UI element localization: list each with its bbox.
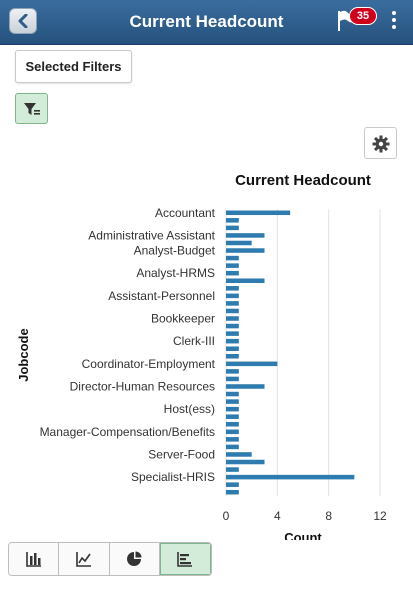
gear-icon (372, 135, 390, 153)
bar[interactable] (226, 421, 239, 427)
y-tick-label: Coordinator-Employment (82, 357, 216, 371)
bar[interactable] (226, 218, 239, 223)
bar[interactable] (226, 286, 239, 291)
chart-settings-button[interactable] (364, 127, 397, 159)
y-tick-label: Manager-Compensation/Benefits (40, 425, 215, 439)
y-tick-label: Bookkeeper (151, 312, 215, 326)
x-tick-label: 8 (325, 509, 332, 523)
pie-chart-button[interactable] (109, 543, 160, 575)
bar[interactable] (226, 406, 239, 412)
bar[interactable] (226, 308, 239, 314)
bar[interactable] (226, 482, 239, 487)
bar[interactable] (226, 248, 265, 253)
horizontal-bar-chart-button[interactable] (159, 543, 211, 575)
y-tick-label: Director-Human Resources (70, 379, 215, 393)
bar[interactable] (226, 293, 239, 299)
y-tick-label: Analyst-HRMS (136, 266, 215, 280)
pie-chart-icon (127, 551, 142, 566)
bar[interactable] (226, 459, 265, 465)
bar[interactable] (226, 414, 239, 419)
y-tick-label: Server-Food (148, 447, 215, 461)
bar[interactable] (226, 369, 239, 374)
bar[interactable] (226, 270, 239, 276)
chart-type-selector (8, 542, 212, 576)
chevron-left-icon (18, 14, 28, 28)
headcount-bar-chart: Current Headcount Accountant Administrati… (16, 172, 387, 540)
bar[interactable] (226, 331, 239, 336)
bar[interactable] (226, 376, 239, 382)
x-tick-label: 0 (223, 509, 230, 523)
y-tick-label: Administrative Assistant (88, 228, 215, 242)
bar[interactable] (226, 444, 239, 450)
bar[interactable] (226, 391, 239, 397)
y-tick-label: Host(ess) (164, 402, 215, 416)
bar[interactable] (226, 301, 239, 306)
bar[interactable] (226, 316, 239, 321)
bar[interactable] (226, 429, 239, 435)
bar[interactable] (226, 467, 239, 472)
bar[interactable] (226, 225, 239, 231)
app-header: Current Headcount 35 (0, 0, 413, 45)
line-chart-icon (76, 552, 91, 567)
bar[interactable] (226, 278, 265, 284)
bar[interactable] (226, 452, 252, 457)
bar[interactable] (226, 437, 239, 442)
y-tick-label: Clerk-III (173, 334, 215, 348)
y-tick-label: Assistant-Personnel (108, 289, 215, 303)
line-chart-button[interactable] (59, 543, 110, 575)
bar[interactable] (226, 346, 239, 351)
bar[interactable] (226, 338, 239, 344)
back-button[interactable] (9, 8, 37, 34)
bar[interactable] (226, 210, 291, 216)
filter-toggle-button[interactable] (15, 93, 48, 124)
y-axis-title: Jobcode (16, 328, 31, 381)
bar[interactable] (226, 399, 239, 404)
x-tick-label: 4 (274, 509, 281, 523)
bar[interactable] (226, 240, 252, 246)
selected-filters-button[interactable]: Selected Filters (15, 50, 132, 83)
kebab-menu-icon[interactable] (391, 11, 397, 32)
bar-chart-button[interactable] (9, 543, 60, 575)
x-axis-title: Count (284, 530, 322, 540)
bar-chart-icon (25, 552, 41, 567)
filter-icon (24, 103, 40, 115)
bar[interactable] (226, 323, 239, 329)
bar[interactable] (226, 255, 239, 261)
bar[interactable] (226, 489, 239, 495)
bar[interactable] (226, 474, 355, 480)
chart-title: Current Headcount (235, 172, 371, 189)
bar[interactable] (226, 233, 265, 238)
y-tick-label: Analyst-Budget (134, 244, 216, 258)
x-tick-label: 12 (373, 509, 387, 523)
bar[interactable] (226, 263, 239, 268)
y-tick-label: Accountant (155, 206, 216, 220)
bar[interactable] (226, 361, 278, 367)
notification-badge: 35 (349, 7, 377, 25)
page-title: Current Headcount (129, 12, 284, 31)
bar[interactable] (226, 354, 239, 359)
y-tick-label: Specialist-HRIS (131, 470, 215, 484)
bar[interactable] (226, 384, 265, 389)
horizontal-bar-chart-icon (177, 552, 193, 567)
